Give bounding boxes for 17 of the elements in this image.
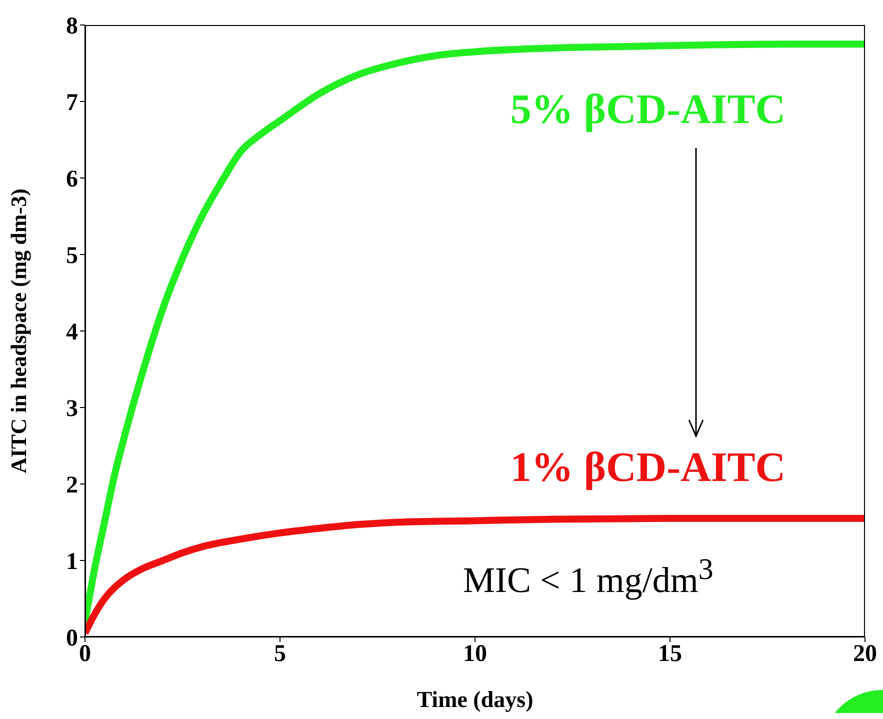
x-axis-title: Time (days) xyxy=(416,687,534,712)
series-label: 1% βCD-AITC xyxy=(509,444,787,492)
y-axis-title: AITC in headspace (mg dm-3) xyxy=(6,188,31,474)
y-tick-label: 1 xyxy=(66,549,78,576)
y-tick-label: 8 xyxy=(66,14,78,40)
y-tick-label: 7 xyxy=(66,90,78,116)
y-tick-label: 4 xyxy=(66,320,78,346)
y-tick-label: 2 xyxy=(66,472,78,499)
y-tick-label: 5 xyxy=(66,243,78,270)
x-tick-label: 20 xyxy=(853,641,877,668)
y-tick-label: 6 xyxy=(66,166,78,193)
annotation: MIC < 1 mg/dm$^{3}$ xyxy=(463,553,714,601)
series-label: 5% βCD-AITC xyxy=(509,86,787,134)
y-tick-label: 3 xyxy=(66,396,78,422)
x-tick-label: 10 xyxy=(463,641,487,668)
x-tick-label: 15 xyxy=(658,641,682,668)
x-tick-label: 5 xyxy=(274,641,286,668)
